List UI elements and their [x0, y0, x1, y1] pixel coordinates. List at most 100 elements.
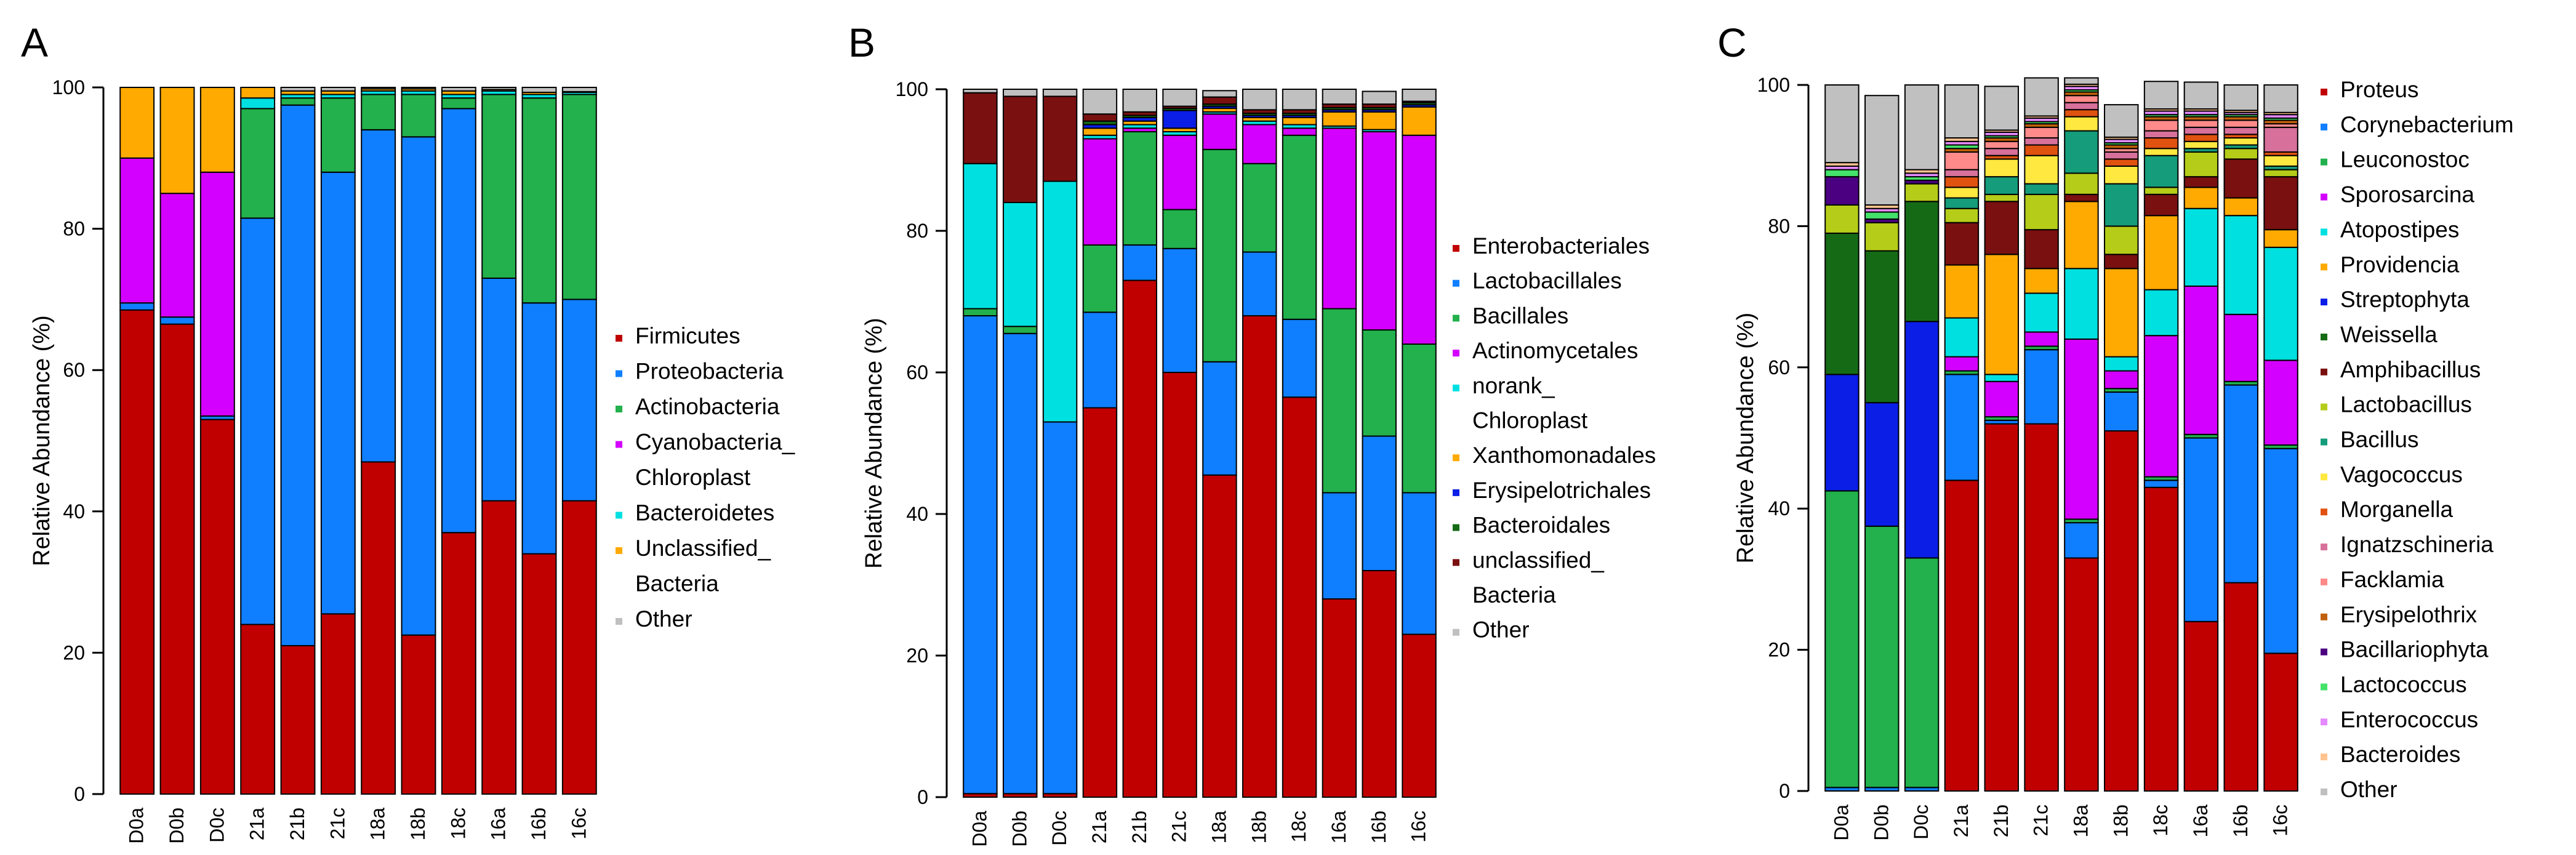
bar-segment-enterobacteriales-21c — [1162, 372, 1197, 798]
bar-segment-facklamia-18a — [2064, 95, 2099, 103]
bar-segment-actinomycetales-16a — [1322, 127, 1357, 310]
bar-segment-other-18a — [1202, 90, 1237, 98]
legend-swatch — [2321, 123, 2327, 130]
bar-segment-unclassified-bacteria-d0b — [159, 87, 195, 195]
legend-label: Amphibacillus — [2340, 357, 2481, 382]
bar-segment-lactobacillales-16a — [1322, 492, 1357, 600]
legend-swatch — [2321, 158, 2327, 166]
bar-segment-bacillales-d0a — [963, 308, 998, 316]
legend-swatch — [1453, 350, 1459, 357]
legend-label: Lactobacillus — [2340, 392, 2472, 417]
bar-segment-providencia-16b — [2223, 197, 2258, 217]
y-axis-label: Relative Abundance (%) — [861, 318, 887, 569]
bar-segment-lactobacillales-16b — [1362, 435, 1397, 571]
y-tick-label: 100 — [52, 76, 85, 98]
bar-segment-bacillus-21c — [2024, 183, 2059, 195]
legend-label: Weissella — [2340, 322, 2438, 347]
legend-swatch — [1453, 384, 1459, 391]
bar-segment-firmicutes-21b — [280, 644, 316, 795]
y-tick-label: 20 — [1768, 639, 1790, 661]
bar-segment-ignatzschineria-21a — [1944, 169, 1980, 178]
y-axis-label: Relative Abundance (%) — [1733, 313, 1759, 564]
bar-segment-firmicutes-d0b — [159, 323, 195, 795]
bar-segment-other-16c — [561, 87, 597, 92]
bar-segment-leuconostoc-d0a — [1824, 490, 1860, 789]
bar-segment-providencia-18b — [2104, 268, 2139, 358]
bar-segment-providencia-21a — [1944, 264, 1980, 319]
y-tick-label: 60 — [906, 361, 928, 383]
bar-segment-other-16a — [1322, 89, 1357, 105]
bar-segment-proteobacteria-18b — [401, 136, 436, 636]
bar-segment-sporosarcina-16a — [2183, 285, 2219, 435]
bar-segment-corynebacterium-18a — [2064, 522, 2099, 559]
bar-segment-sporosarcina-16c — [2263, 359, 2298, 446]
bar-segment-corynebacterium-21c — [2024, 349, 2059, 425]
bar-segment-bacillales-16a — [1322, 308, 1357, 494]
bar-segment-lactococcus-d0b — [1864, 211, 1900, 220]
legend-label: Erysipelotrichales — [1472, 478, 1651, 503]
legend-swatch — [2321, 403, 2327, 411]
bar-segment-other-21a — [1082, 89, 1118, 115]
x-tick-label: 18a — [2069, 805, 2092, 838]
bar-segment-other-18b — [401, 87, 436, 90]
bar-segment-proteobacteria-21c — [320, 171, 356, 615]
bar-segment-other-21c — [2024, 77, 2059, 117]
bar-segment-other-18b — [1242, 89, 1277, 111]
bar-segment-actinobacteria-16c — [561, 94, 597, 300]
y-tick-label: 60 — [63, 359, 85, 381]
bar-segment-lactobacillus-18a — [2064, 172, 2099, 195]
y-tick-label: 80 — [906, 220, 928, 242]
bar-segment-lactobacillus-21c — [2024, 193, 2059, 231]
y-tick-label: 0 — [917, 786, 928, 808]
bar-segment-amphibacillus-18b — [2104, 254, 2139, 270]
x-tick-label: 21a — [1950, 805, 1972, 838]
legend-swatch — [1453, 315, 1459, 322]
x-tick-label: 18c — [2149, 805, 2172, 837]
bar-segment-actinomycetales-21a — [1082, 138, 1118, 246]
x-tick-label: D0a — [126, 808, 148, 844]
bar-segment-facklamia-16b — [2223, 119, 2258, 128]
bar-segment-other-16c — [2263, 84, 2298, 113]
bar-segment-lactobacillus-16c — [2263, 169, 2298, 178]
bar-segment-proteobacteria-d0a — [119, 302, 155, 311]
bar-segment-proteus-16b — [2223, 582, 2258, 792]
legend-swatch — [2321, 753, 2327, 761]
legend-label: Other — [635, 606, 692, 632]
x-tick-label: 21a — [1088, 811, 1110, 844]
legend-swatch — [2321, 718, 2327, 726]
bar-segment-atopostipes-21c — [2024, 292, 2059, 333]
bar-segment-ignatzschineria-18b — [2104, 151, 2139, 160]
legend-label: Streptophyta — [2340, 287, 2470, 312]
bar-segment-norank-chloroplast-d0c — [1042, 180, 1078, 423]
bar-segment-atopostipes-21b — [1984, 374, 2019, 382]
bar-segment-amphibacillus-18a — [2064, 193, 2099, 203]
bar-segment-actinomycetales-16c — [1402, 134, 1437, 345]
bar-segment-bacillus-18c — [2143, 155, 2179, 188]
bar-segment-other-18c — [441, 87, 476, 92]
bar-segment-firmicutes-16b — [521, 553, 557, 795]
legend-label: Other — [1472, 617, 1530, 643]
x-tick-label: D0a — [1830, 805, 1852, 841]
bar-segment-vagococcus-21a — [1944, 187, 1980, 199]
legend-swatch — [2321, 544, 2327, 551]
legend-label: Vagococcus — [2340, 462, 2463, 487]
legend-label: Enterococcus — [2340, 707, 2478, 732]
x-tick-label: 16b — [1368, 811, 1390, 843]
bar-segment-lactobacillus-16a — [2183, 151, 2219, 178]
bar-segment-streptophyta-d0a — [1824, 374, 1860, 492]
legend-label: Other — [2340, 777, 2397, 802]
y-tick-label: 20 — [63, 641, 85, 664]
bar-segment-morganella-16a — [2183, 134, 2219, 142]
bar-segment-bacillus-21a — [1944, 197, 1980, 209]
bar-segment-atopostipes-16b — [2223, 215, 2258, 315]
x-tick-label: 16c — [1408, 811, 1430, 843]
bar-segment-other-21c — [320, 87, 356, 92]
y-tick-label: 0 — [1779, 780, 1790, 802]
legend-swatch — [616, 335, 622, 342]
bar-segment-firmicutes-d0a — [119, 309, 155, 795]
legend-swatch — [1453, 559, 1459, 566]
bar-segment-firmicutes-18c — [441, 532, 476, 795]
legend-swatch — [2321, 299, 2327, 306]
bar-segment-corynebacterium-16a — [2183, 437, 2219, 622]
